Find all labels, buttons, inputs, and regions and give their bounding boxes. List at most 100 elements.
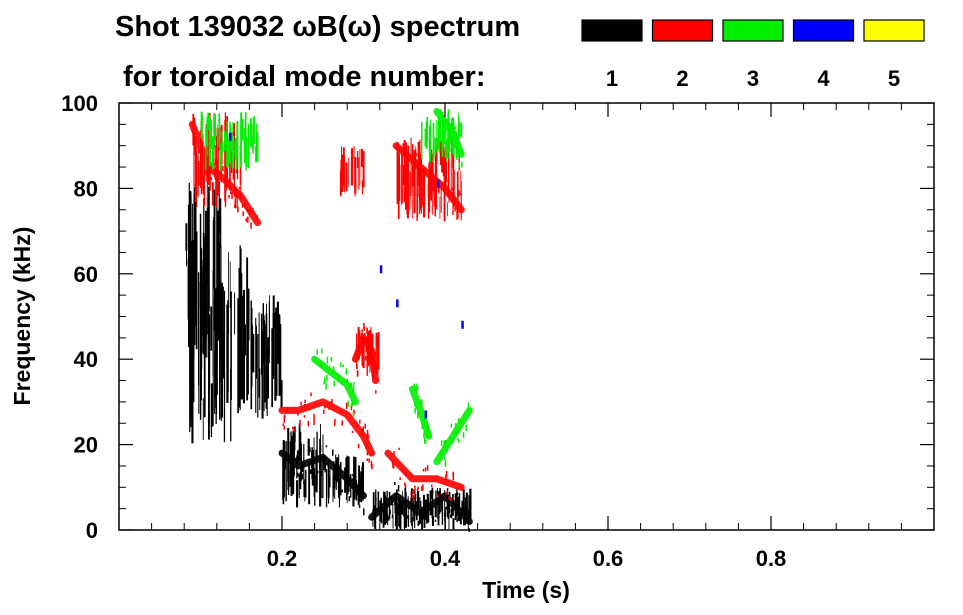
legend-label-mode-4: 4 (817, 66, 830, 91)
trace-speckle (393, 451, 395, 455)
trace-speckle (425, 425, 428, 433)
speckle (231, 150, 233, 168)
speckle (210, 389, 213, 437)
speckle (262, 308, 264, 355)
speckle (432, 122, 435, 162)
trace-speckle (405, 471, 407, 475)
speckle (335, 458, 337, 490)
speckle (212, 136, 214, 170)
trace-speckle (323, 409, 325, 414)
speckle (465, 492, 468, 523)
speckle (195, 231, 198, 350)
legend-swatch-mode-4 (792, 19, 855, 42)
trace-speckle (375, 498, 377, 502)
speckle (460, 181, 462, 221)
speckle (217, 139, 219, 196)
speckle (357, 151, 359, 168)
y-tick-label: 80 (74, 176, 98, 201)
speckle (407, 496, 409, 527)
trace-speckle (333, 461, 335, 465)
trace-speckle (452, 118, 454, 126)
chart-title: Shot 139032 ωB(ω) spectrum (115, 11, 520, 43)
trace-speckle (456, 492, 459, 496)
speckle (427, 177, 430, 219)
trace-speckle (352, 477, 354, 484)
trace-speckle (215, 170, 218, 177)
trace-speckle (326, 374, 328, 382)
trace-speckle (228, 194, 230, 199)
trace-speckle (423, 432, 425, 439)
speckle (223, 286, 224, 354)
speckle (232, 121, 234, 132)
trace-speckle (366, 429, 369, 437)
trace-speckle (248, 209, 251, 215)
speckle (193, 193, 196, 267)
speckle (411, 499, 413, 526)
speckle (411, 488, 413, 509)
trace-speckle (367, 434, 369, 440)
y-tick-label: 40 (74, 347, 98, 372)
trace-speckle (356, 370, 359, 377)
speckle (194, 184, 197, 314)
trace-speckle (405, 142, 407, 146)
trace-speckle (234, 200, 236, 206)
speckle (332, 475, 334, 502)
speckle (448, 145, 450, 185)
speckle (382, 506, 385, 528)
trace-speckle (231, 192, 233, 199)
trace-speckle (317, 470, 319, 474)
speckle (415, 146, 417, 170)
speckle (409, 171, 411, 211)
speckle (201, 247, 202, 401)
trace-speckle (452, 496, 455, 500)
trace-speckle (356, 489, 358, 496)
speckle (400, 505, 403, 512)
trace-speckle (240, 195, 243, 199)
speckle (214, 294, 216, 399)
trace-speckle (372, 355, 375, 363)
speckle (202, 398, 204, 440)
trace-speckle (445, 471, 448, 478)
trace-speckle (374, 360, 377, 365)
speckle (278, 315, 281, 353)
speckle (245, 139, 247, 171)
trace-speckle (452, 210, 454, 215)
speckle (276, 301, 279, 364)
speckle (458, 112, 460, 146)
trace-speckle (389, 509, 391, 514)
speckle (442, 143, 445, 177)
speckle (338, 477, 340, 508)
speckle (217, 210, 220, 340)
trace-speckle (396, 508, 399, 514)
chart-subtitle: for toroidal mode number: (123, 61, 486, 93)
trace-speckle (432, 180, 434, 184)
speckle (219, 270, 221, 420)
speckle (416, 161, 419, 218)
trace-speckle (362, 426, 364, 432)
trace-speckle (454, 139, 456, 144)
speckle (234, 186, 237, 209)
trace-speckle (298, 449, 300, 454)
speckle (450, 140, 452, 203)
trace-speckle (197, 147, 200, 154)
trace-speckle (204, 168, 206, 174)
trace-speckle (451, 438, 453, 444)
speckle (239, 159, 241, 185)
trace-speckle (462, 432, 465, 438)
speckle (418, 151, 420, 215)
trace-speckle (340, 362, 342, 368)
speckle (218, 180, 220, 234)
trace-speckle (430, 172, 433, 177)
speckle (448, 501, 450, 530)
speckle (203, 198, 205, 302)
speckle (250, 355, 253, 410)
trace-speckle (256, 215, 258, 221)
trace-speckle (301, 462, 304, 466)
y-axis-label: Frequency (kHz) (9, 227, 35, 406)
trace-speckle (366, 458, 369, 462)
speckle (200, 111, 203, 139)
plot-area: 0.2 0.4 0.6 0.8 0 20 40 60 80 100 (61, 91, 935, 571)
speckle (460, 170, 462, 195)
speckle (421, 506, 423, 530)
